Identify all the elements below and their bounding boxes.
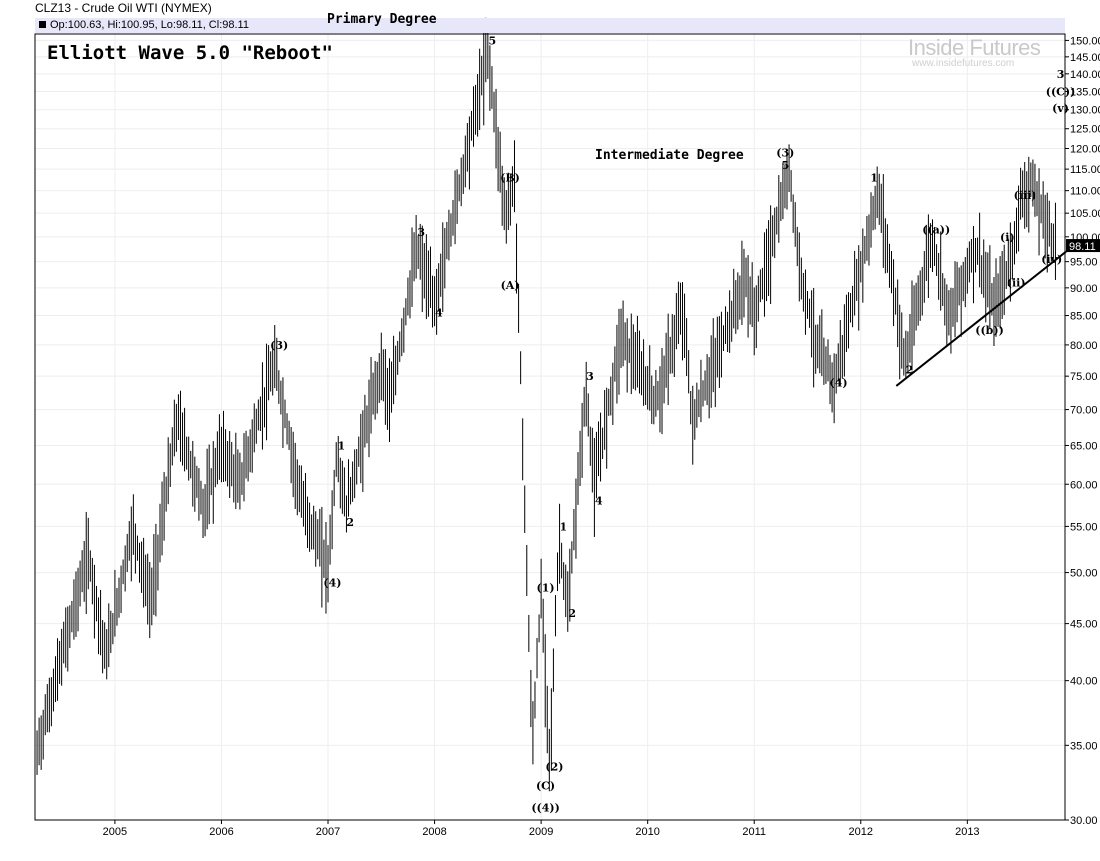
x-axis: 2005 2006 2007 2008 2009 2010 2011 2012 2013 [103,820,980,838]
wave-label: (4) [830,377,848,390]
wave-label: (1) [537,581,555,594]
x-tick-label: 2013 [955,826,979,838]
wave-label: 1 [559,520,567,533]
wave-label: 1 [870,172,878,185]
wave-label: (2) [545,761,563,774]
last-price-box [1066,239,1100,253]
x-tick-label: 2010 [635,826,659,838]
y-tick-label: 40.00 [1070,676,1098,688]
wave-label: (ii) [1007,276,1026,289]
y-tick-label: 65.00 [1070,440,1098,452]
intermediate-degree-label: Intermediate Degree [595,148,744,163]
wave-label: (3) [776,147,794,160]
wave-label: 2 [346,516,354,529]
wave-labels: ((3))(5)5(3)12(4)34(B)(A)(1)(2)(C)((4))1… [270,0,1075,814]
y-tick-label: 90.00 [1070,283,1098,295]
y-tick-label: 145.00 [1070,52,1100,64]
x-tick-label: 2006 [209,826,233,838]
trendline-layer [895,250,1067,387]
y-tick-label: 55.00 [1070,521,1098,533]
wave-label: ((a)) [922,224,950,237]
y-tick-label: 140.00 [1070,69,1100,81]
wave-label: (B) [500,172,520,185]
wave-label: 2 [568,607,576,620]
wave-label: ((C)) [1046,85,1076,98]
plot-frame [34,33,1066,821]
wave-label: (iii) [1014,189,1037,202]
y-tick-label: 105.00 [1070,208,1100,220]
x-tick-label: 2009 [529,826,553,838]
x-tick-label: 2012 [849,826,873,838]
y-tick-label: 135.00 [1070,86,1100,98]
wave-label: (4) [323,576,341,589]
y-tick-label: 30.00 [1070,815,1098,827]
wave-label: ((b)) [975,324,1004,337]
y-tick-label: 130.00 [1070,105,1100,117]
wave-label: 2 [906,364,914,377]
wave-label: (C) [536,780,555,793]
last-price-label: 98.11 [1069,241,1096,253]
ohlc-text: Op:100.63, Hi:100.95, Lo:98.11, Cl:98.11 [50,19,249,31]
wave-label: 3 [417,226,425,239]
y-tick-label: 150.00 [1070,35,1100,47]
x-tick-label: 2007 [316,826,340,838]
y-tick-label: 115.00 [1070,164,1100,176]
y-tick-label: 50.00 [1070,568,1098,580]
wave-label: 5 [781,159,789,172]
chart-grid [35,34,1065,820]
brand-logo: Inside Futures [908,35,1041,60]
primary-degree-label: Primary Degree [327,12,437,27]
y-tick-label: 120.00 [1070,144,1100,156]
series-marker [39,21,46,28]
y-tick-label: 45.00 [1070,619,1098,631]
y-tick-label: 95.00 [1070,257,1098,269]
y-tick-label: 110.00 [1070,186,1100,198]
y-tick-label: 60.00 [1070,479,1098,491]
y-axis: 30.00 35.00 40.00 45.00 50.00 55.00 60.00 65.00… [1065,35,1100,827]
y-tick-label: 80.00 [1070,340,1098,352]
y-tick-label: 75.00 [1070,371,1098,383]
wave-label: (A) [501,279,520,292]
wave-label: (v) [1052,102,1069,115]
wave-label: 3 [586,370,594,383]
y-tick-label: 85.00 [1070,311,1098,323]
header-bar [0,0,1100,16]
wave-label: (3) [270,339,288,352]
wave-label: 4 [435,307,443,320]
price-bars [34,17,1056,792]
y-tick-label: 35.00 [1070,740,1098,752]
brand-url: www.insidefutures.com [912,58,1015,69]
y-tick-label: 70.00 [1070,405,1098,417]
support-trendline [895,250,1067,387]
wave-label: (i) [1000,231,1015,244]
y-tick-label: 125.00 [1070,124,1100,136]
wave-label: (iv) [1041,253,1062,266]
wave-label: 5 [488,34,496,47]
x-tick-label: 2008 [422,826,446,838]
symbol-title: CLZ13 - Crude Oil WTI (NYMEX) [35,1,212,15]
ohlc-readout: Op:100.63, Hi:100.95, Lo:98.11, Cl:98.11 [35,18,1065,33]
wave-label: 3 [1057,68,1065,81]
x-tick-label: 2011 [742,826,766,838]
wave-label: 1 [338,439,346,452]
wave-label: ((4)) [531,801,559,814]
wave-label: 4 [595,495,603,508]
x-tick-label: 2005 [103,826,127,838]
chart-title: Elliott Wave 5.0 "Reboot" [47,42,333,64]
